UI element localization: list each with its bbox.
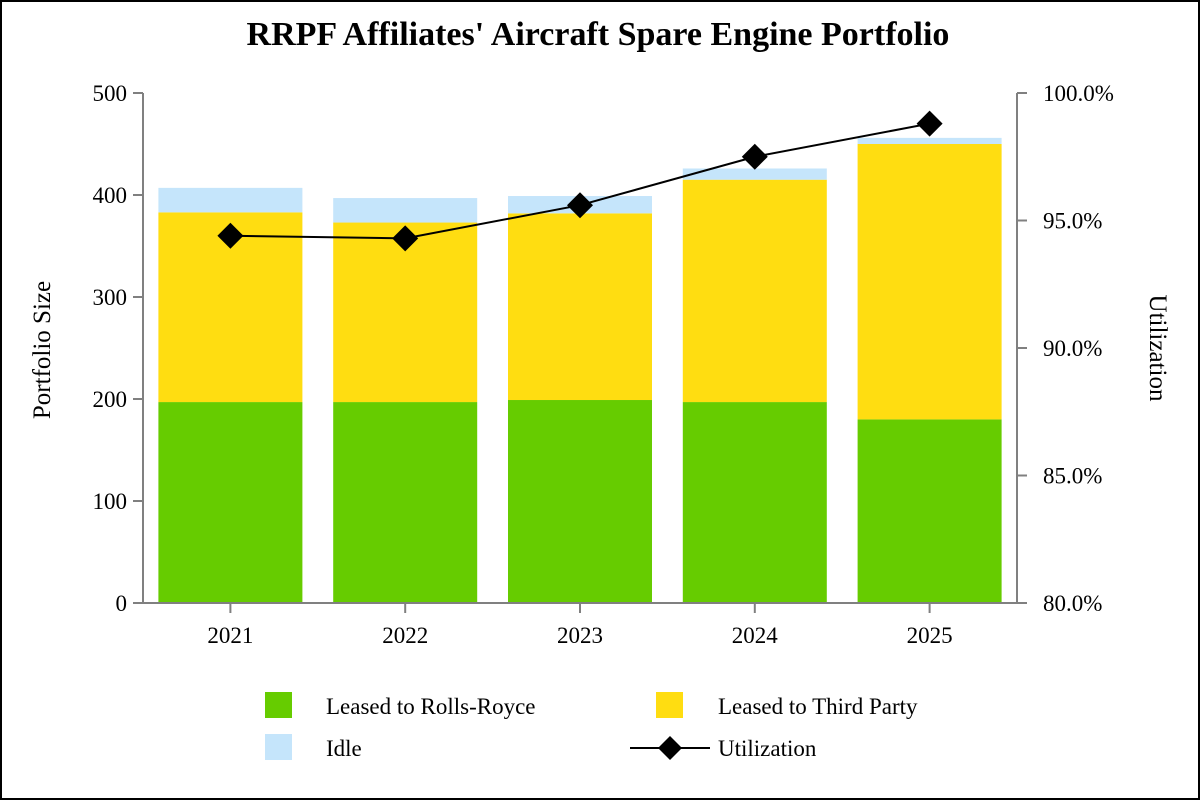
bar-leased-to-third-party-2024: [682, 179, 827, 403]
bar-leased-to-rolls-royce-2025: [857, 419, 1002, 603]
legend-swatch-rolls-royce: [265, 692, 292, 718]
bar-idle-2021: [158, 187, 303, 213]
bar-leased-to-rolls-royce-2022: [333, 402, 478, 603]
y2-tick-label-1: 85.0%: [1043, 464, 1102, 489]
chart-title: RRPF Affiliates' Aircraft Spare Engine P…: [246, 16, 950, 53]
y2-tick-label-0: 80.0%: [1043, 591, 1102, 616]
bar-idle-2024: [682, 168, 827, 180]
legend: Leased to Rolls-Royce Leased to Third Pa…: [265, 692, 918, 761]
legend-label-third-party: Leased to Third Party: [718, 694, 918, 719]
x-tick-label-2025: 2025: [907, 623, 953, 648]
utilization-marker-2024: [741, 143, 768, 170]
bar-leased-to-rolls-royce-2023: [508, 400, 652, 603]
legend-label-rolls-royce: Leased to Rolls-Royce: [326, 694, 536, 719]
y-tick-label-300: 300: [93, 285, 128, 310]
y2-tick-label-4: 100.0%: [1043, 81, 1114, 106]
utilization-line-group: [217, 110, 943, 252]
y-tick-label-500: 500: [93, 81, 128, 106]
y-axis-label: Portfolio Size: [29, 281, 56, 419]
bar-leased-to-third-party-2025: [857, 144, 1002, 420]
legend-swatch-third-party: [656, 692, 683, 718]
y2-tick-label-3: 95.0%: [1043, 209, 1102, 234]
utilization-marker-2022: [392, 225, 419, 252]
bar-group: [158, 137, 1002, 603]
legend-label-idle: Idle: [326, 736, 362, 761]
y-tick-label-400: 400: [93, 183, 128, 208]
bar-idle-2022: [333, 198, 478, 223]
y-tick-label-100: 100: [93, 489, 128, 514]
y2-tick-label-2: 90.0%: [1043, 336, 1102, 361]
utilization-marker-2021: [217, 222, 244, 249]
x-tick-label-2022: 2022: [382, 623, 428, 648]
bar-leased-to-third-party-2023: [508, 213, 652, 401]
axes-group: 0 100 200 300 400 500 80.0% 85.0% 90.0% 95.0% 100.…: [93, 81, 1114, 648]
x-tick-label-2023: 2023: [557, 623, 603, 648]
y-tick-label-0: 0: [116, 591, 128, 616]
legend-marker-utilization: [658, 736, 682, 760]
y-tick-label-200: 200: [93, 387, 128, 412]
bar-leased-to-rolls-royce-2024: [682, 402, 827, 603]
legend-swatch-idle: [265, 734, 292, 760]
utilization-marker-2023: [567, 192, 593, 219]
bar-leased-to-rolls-royce-2021: [158, 402, 303, 603]
x-tick-label-2021: 2021: [207, 623, 253, 648]
bar-leased-to-third-party-2022: [333, 222, 478, 403]
utilization-marker-2025: [916, 110, 943, 137]
x-tick-label-2024: 2024: [732, 623, 779, 648]
y2-axis-label: Utilization: [1144, 295, 1171, 402]
bar-idle-2025: [857, 137, 1002, 144]
legend-label-utilization: Utilization: [718, 736, 817, 761]
